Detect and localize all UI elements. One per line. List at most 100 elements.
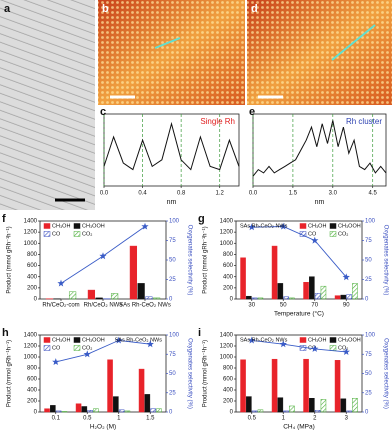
selectivity-marker — [141, 222, 149, 230]
x-tick-label: 0.5 — [83, 416, 92, 422]
bar — [93, 408, 99, 413]
y-tick-label: 1200 — [24, 230, 38, 236]
x-tick-label: 4.5 — [369, 191, 378, 197]
legend-swatch — [73, 337, 81, 343]
bar — [309, 398, 315, 413]
y2-tick-label: 100 — [169, 333, 180, 339]
legend-swatch — [299, 345, 307, 351]
x-tick-label: Rh/CeO₂ NWs — [84, 303, 123, 309]
y2-tick-label: 100 — [169, 219, 180, 225]
bar — [55, 410, 62, 413]
y-tick-label: 0 — [230, 297, 234, 303]
bar — [283, 296, 289, 300]
bar — [145, 296, 153, 300]
legend-label: CH₃OH — [52, 223, 70, 229]
bar — [75, 403, 82, 413]
legend-label: CO — [52, 345, 61, 351]
bar — [277, 397, 284, 413]
panel-label: d — [251, 3, 258, 15]
bar — [303, 282, 309, 300]
chart-title: SAs Rh-CeO₂ NWs — [115, 337, 163, 343]
bar — [137, 283, 145, 300]
selectivity-marker — [311, 345, 319, 352]
legend-swatch — [43, 223, 51, 229]
panel-label: b — [102, 3, 109, 15]
y-tick-label: 600 — [223, 263, 234, 269]
y2-tick-label: 75 — [365, 352, 372, 358]
legend-swatch — [299, 337, 307, 343]
y-tick-label: 400 — [27, 388, 38, 394]
y-tick-label: 400 — [223, 388, 234, 394]
bar — [309, 276, 315, 300]
y2-tick-label: 0 — [169, 410, 173, 416]
bar — [124, 410, 131, 413]
legend-label: CH₃OH — [52, 337, 70, 343]
y-tick-label: 400 — [223, 274, 234, 280]
y2-tick-label: 25 — [365, 390, 372, 396]
bar — [110, 293, 119, 300]
panel-d-image: d — [247, 0, 392, 105]
chart-title: SAs Rh-CeO₂ NWs — [240, 223, 288, 229]
bar — [271, 358, 278, 413]
y-axis-label: Product (mmol gRh⁻¹h⁻¹) — [203, 226, 209, 293]
bar — [150, 408, 156, 413]
legend-label: CO₂ — [338, 345, 348, 351]
x-axis-label: nm — [167, 199, 177, 206]
y-tick-label: 1200 — [220, 344, 234, 350]
bar — [246, 396, 252, 413]
profile-line — [154, 37, 181, 49]
bar — [81, 406, 88, 413]
panel-label: g — [198, 213, 205, 225]
y-tick-label: 1000 — [24, 355, 38, 361]
x-tick-label: 2 — [313, 416, 317, 422]
bar — [271, 245, 278, 300]
y-axis-label: Product (mmol gRh⁻¹h⁻¹) — [7, 340, 13, 407]
y-tick-label: 200 — [223, 285, 234, 291]
panel-label: h — [2, 327, 9, 339]
bar — [95, 297, 103, 300]
y2-tick-label: 50 — [365, 371, 372, 377]
y2-tick-label: 0 — [169, 297, 173, 303]
bar — [138, 368, 145, 413]
y2-tick-label: 75 — [169, 352, 176, 358]
x-tick-label: 0.1 — [52, 416, 61, 422]
selectivity-marker — [52, 358, 60, 365]
x-axis-label: Temperature (°C) — [274, 310, 324, 318]
selectivity-marker — [99, 252, 107, 260]
plot-area — [103, 113, 240, 187]
profile-line — [103, 121, 240, 171]
bar — [340, 294, 347, 300]
bar — [334, 360, 341, 413]
x-tick-label: 0.0 — [249, 191, 258, 197]
bar — [340, 398, 347, 413]
x-tick-label: 3.0 — [329, 191, 338, 197]
x-tick-label: 30 — [248, 303, 255, 309]
lattice — [247, 0, 392, 105]
y-axis-label: Product (mmol gRh⁻¹h⁻¹) — [7, 226, 13, 293]
legend-swatch — [43, 345, 51, 351]
legend-swatch — [329, 337, 337, 343]
bar — [320, 399, 327, 413]
bar — [346, 294, 352, 300]
panel-label: e — [249, 106, 255, 118]
legend-label: CO — [308, 231, 317, 237]
legend-swatch — [329, 345, 337, 351]
x-tick-label: 90 — [343, 303, 350, 309]
bar — [113, 396, 119, 413]
bar — [251, 297, 258, 300]
selectivity-marker — [57, 279, 65, 287]
x-axis-label: CH₄ (MPa) — [283, 424, 315, 431]
legend-label: CO — [52, 231, 61, 237]
legend-label: CH₃OOH — [82, 337, 105, 343]
bar — [346, 410, 352, 413]
y2-tick-label: 75 — [365, 238, 372, 244]
y2-tick-label: 25 — [365, 277, 372, 283]
x-tick-label: 1.2 — [216, 191, 225, 197]
x-tick-label: 1 — [282, 416, 286, 422]
bar — [87, 289, 96, 300]
y-tick-label: 800 — [27, 252, 38, 258]
y-tick-label: 0 — [34, 297, 38, 303]
legend-swatch — [299, 223, 307, 229]
y-axis-label: Product (mmol gRh⁻¹h⁻¹) — [203, 340, 209, 407]
y-tick-label: 1400 — [220, 333, 234, 339]
